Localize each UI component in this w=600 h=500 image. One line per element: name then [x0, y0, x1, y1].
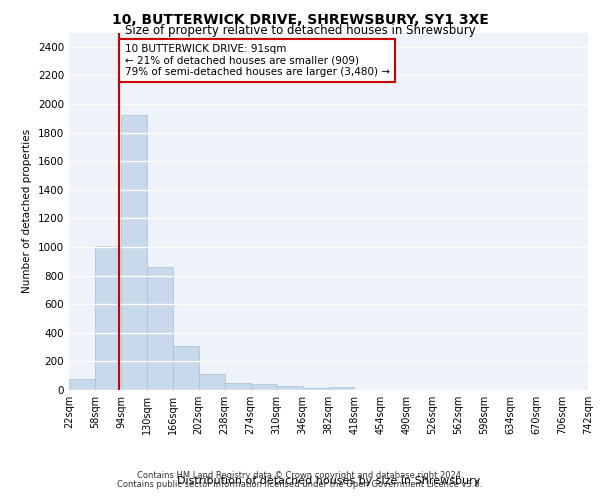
Bar: [199, 374, 224, 390]
Bar: [121, 116, 147, 390]
Bar: [69, 378, 95, 390]
Text: 10 BUTTERWICK DRIVE: 91sqm
← 21% of detached houses are smaller (909)
79% of sem: 10 BUTTERWICK DRIVE: 91sqm ← 21% of deta…: [125, 44, 389, 77]
Bar: [302, 388, 329, 390]
X-axis label: Distribution of detached houses by size in Shrewsbury: Distribution of detached houses by size …: [177, 476, 480, 486]
Text: Size of property relative to detached houses in Shrewsbury: Size of property relative to detached ho…: [125, 24, 475, 37]
Bar: [224, 383, 251, 390]
Bar: [277, 386, 302, 390]
Text: Contains HM Land Registry data © Crown copyright and database right 2024.: Contains HM Land Registry data © Crown c…: [137, 471, 463, 480]
Bar: [173, 346, 199, 390]
Text: 10, BUTTERWICK DRIVE, SHREWSBURY, SY1 3XE: 10, BUTTERWICK DRIVE, SHREWSBURY, SY1 3X…: [112, 12, 488, 26]
Bar: [251, 384, 277, 390]
Y-axis label: Number of detached properties: Number of detached properties: [22, 129, 32, 294]
Bar: [95, 246, 121, 390]
Bar: [147, 267, 173, 390]
Bar: [329, 387, 355, 390]
Text: Contains public sector information licensed under the Open Government Licence v3: Contains public sector information licen…: [118, 480, 482, 489]
